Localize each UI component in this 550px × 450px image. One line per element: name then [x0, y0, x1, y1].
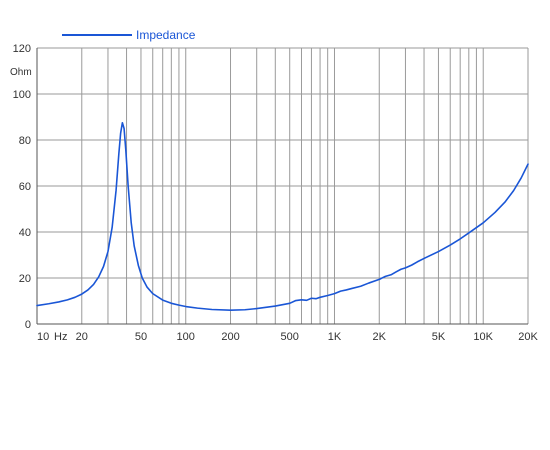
y-tick-label: 100: [13, 89, 31, 101]
series: [36, 121, 529, 311]
series-line-impedance: [36, 121, 529, 311]
y-tick-label: 80: [19, 135, 31, 147]
grid: [36, 47, 529, 325]
x-tick-label: 50: [135, 331, 147, 343]
axes: [36, 48, 528, 325]
x-tick-label: 200: [221, 331, 239, 343]
x-unit-label: Hz: [54, 331, 67, 343]
x-tick-label: 500: [281, 331, 299, 343]
x-tick-label: 1K: [328, 331, 342, 343]
x-tick-label: 10: [37, 331, 49, 343]
x-tick-label: 20: [76, 331, 88, 343]
y-tick-label: 60: [19, 181, 31, 193]
x-tick-label: 100: [177, 331, 195, 343]
x-tick-label: 5K: [432, 331, 446, 343]
y-tick-label: 40: [19, 227, 31, 239]
x-tick-label: 10K: [473, 331, 493, 343]
y-unit-label: Ohm: [10, 67, 32, 78]
legend: Impedance: [62, 28, 196, 42]
legend-label-impedance: Impedance: [136, 28, 196, 42]
x-tick-label: 20K: [518, 331, 538, 343]
tick-labels: 0 20 40 60 80 100 120 10 20 50 100 200 500 1K 2K 5K 10K 2…: [13, 43, 539, 343]
y-tick-label: 20: [19, 273, 31, 285]
y-tick-label: 0: [25, 319, 31, 331]
y-tick-label: 120: [13, 43, 31, 55]
x-tick-label: 2K: [373, 331, 387, 343]
